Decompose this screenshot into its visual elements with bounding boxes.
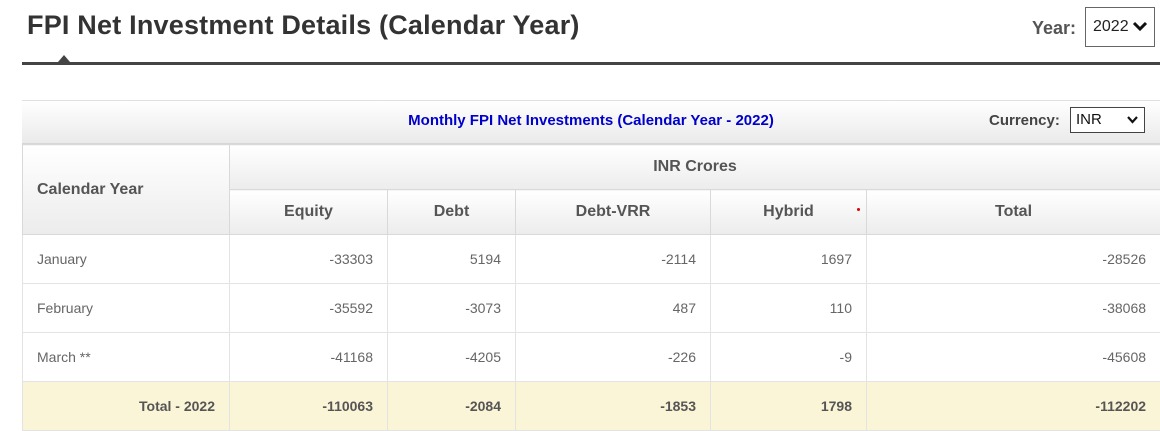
value-cell: 5194	[388, 235, 516, 284]
group-header-inr-crores: INR Crores	[230, 145, 1160, 190]
year-label: Year:	[1032, 18, 1076, 39]
title-divider	[22, 62, 1160, 65]
currency-select-value: INR	[1076, 111, 1102, 128]
page-title: FPI Net Investment Details (Calendar Yea…	[27, 10, 580, 41]
month-cell: March **	[23, 333, 230, 382]
column-header-hybrid: Hybrid	[711, 190, 867, 235]
value-cell: -226	[516, 333, 711, 382]
value-cell: 487	[516, 284, 711, 333]
table-row: January -33303 5194 -2114 1697 -28526	[23, 235, 1160, 284]
value-cell: 110	[711, 284, 867, 333]
value-cell: -35592	[230, 284, 388, 333]
column-header-debt: Debt	[388, 190, 516, 235]
value-cell: -4205	[388, 333, 516, 382]
currency-label: Currency:	[989, 112, 1060, 129]
total-label-cell: Total - 2022	[23, 382, 230, 431]
chevron-down-icon	[1132, 20, 1148, 32]
value-cell: -28526	[867, 235, 1160, 284]
row-header-calendar-year: Calendar Year	[23, 145, 230, 235]
total-value-cell: -2084	[388, 382, 516, 431]
total-value-cell: -110063	[230, 382, 388, 431]
month-cell: February	[23, 284, 230, 333]
value-cell: -45608	[867, 333, 1160, 382]
value-cell: -41168	[230, 333, 388, 382]
column-header-hybrid-label: Hybrid	[763, 203, 814, 220]
marker-dot-icon	[857, 208, 860, 211]
value-cell: -3073	[388, 284, 516, 333]
table-row: February -35592 -3073 487 110 -38068	[23, 284, 1160, 333]
table-row: March ** -41168 -4205 -226 -9 -45608	[23, 333, 1160, 382]
value-cell: -33303	[230, 235, 388, 284]
column-header-debt-vrr: Debt-VRR	[516, 190, 711, 235]
total-value-cell: -1853	[516, 382, 711, 431]
year-select-value: 2022	[1093, 18, 1129, 36]
panel-header: Monthly FPI Net Investments (Calendar Ye…	[22, 101, 1160, 144]
total-row: Total - 2022 -110063 -2084 -1853 1798 -1…	[23, 382, 1160, 431]
currency-select[interactable]: INR	[1070, 107, 1145, 133]
total-value-cell: 1798	[711, 382, 867, 431]
value-cell: 1697	[711, 235, 867, 284]
title-caret-marker	[58, 55, 70, 62]
column-header-total: Total	[867, 190, 1160, 235]
value-cell: -9	[711, 333, 867, 382]
fpi-panel: Monthly FPI Net Investments (Calendar Ye…	[22, 100, 1160, 422]
month-cell: January	[23, 235, 230, 284]
column-header-equity: Equity	[230, 190, 388, 235]
year-select[interactable]: 2022	[1085, 7, 1155, 47]
total-value-cell: -112202	[867, 382, 1160, 431]
value-cell: -2114	[516, 235, 711, 284]
value-cell: -38068	[867, 284, 1160, 333]
fpi-table: Calendar Year INR Crores Equity Debt Deb…	[22, 144, 1160, 431]
chevron-down-icon	[1127, 116, 1138, 124]
